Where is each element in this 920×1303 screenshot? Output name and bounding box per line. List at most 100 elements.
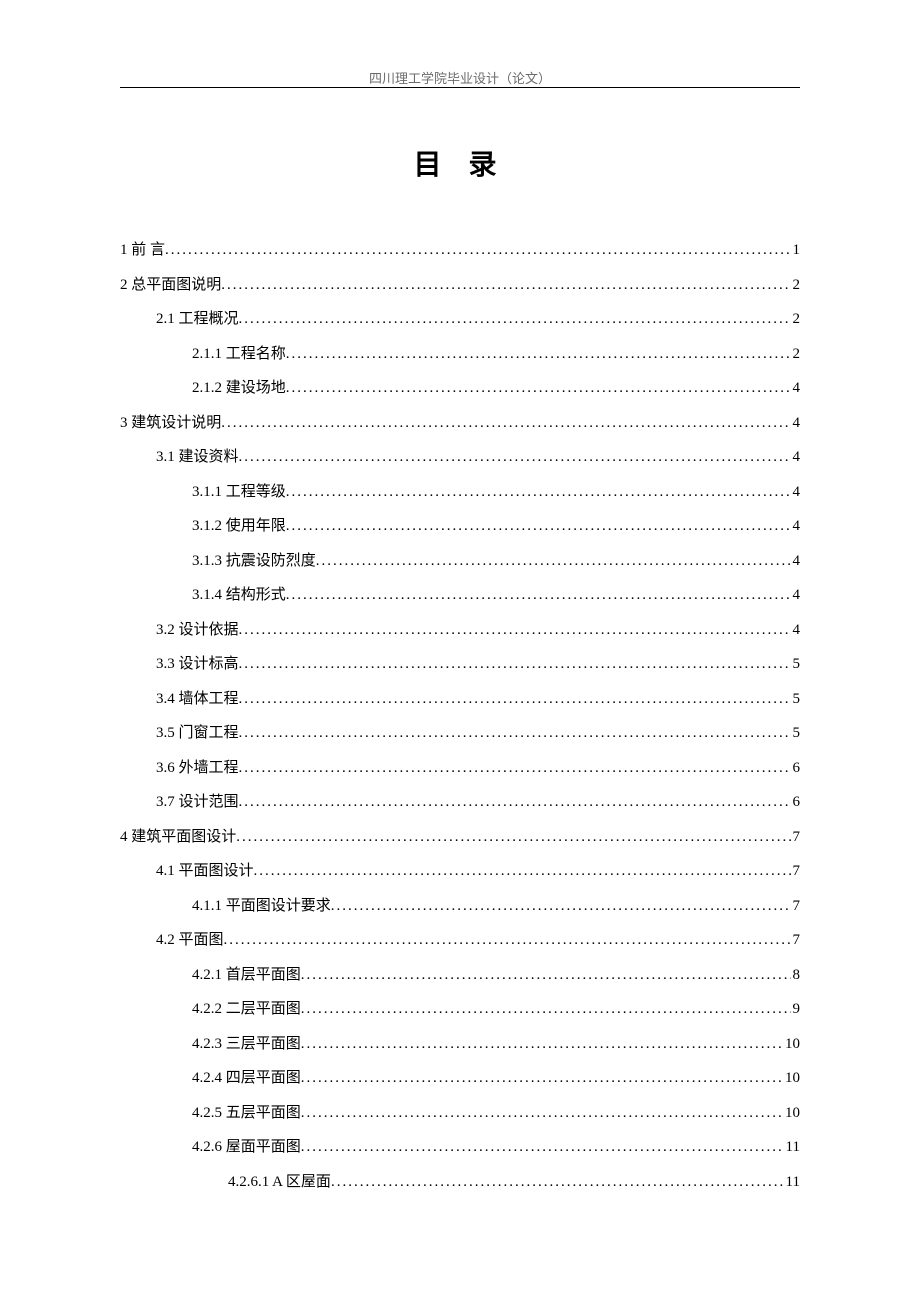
toc-leader-dots [239, 302, 791, 337]
toc-entry: 2.1.2 建设场地 4 [120, 371, 800, 406]
toc-entry-page: 11 [784, 1130, 800, 1165]
toc-entry-label: 4.2.4 四层平面图 [192, 1061, 301, 1096]
toc-entry: 3.1.3 抗震设防烈度 4 [120, 544, 800, 579]
toc-entry: 4.2.6.1 A 区屋面 11 [120, 1165, 800, 1200]
toc-entry: 3 建筑设计说明4 [120, 406, 800, 441]
toc-entry-label: 3.6 外墙工程 [156, 751, 239, 786]
toc-entry: 4.1.1 平面图设计要求7 [120, 889, 800, 924]
toc-leader-dots [331, 1165, 784, 1200]
toc-leader-dots [286, 371, 791, 406]
toc-entry-page: 7 [791, 923, 801, 958]
toc-entry-label: 4.2.1 首层平面图 [192, 958, 301, 993]
toc-entry-label: 3.1.1 工程等级 [192, 475, 286, 510]
toc-entry: 3.1.4 结构形式 4 [120, 578, 800, 613]
toc-entry: 4.2.4 四层平面图10 [120, 1061, 800, 1096]
toc-leader-dots [239, 785, 791, 820]
toc-leader-dots [236, 820, 790, 855]
toc-entry-page: 4 [791, 371, 801, 406]
toc-entry: 3.2 设计依据4 [120, 613, 800, 648]
toc-entry-page: 4 [791, 509, 801, 544]
toc-entry-page: 6 [791, 751, 801, 786]
toc-leader-dots [286, 578, 791, 613]
toc-entry: 1 前 言1 [120, 233, 800, 268]
toc-leader-dots [301, 958, 791, 993]
toc-entry-label: 4.2.6 屋面平面图 [192, 1130, 301, 1165]
toc-entry: 4.2.3 三层平面图10 [120, 1027, 800, 1062]
toc-leader-dots [224, 923, 791, 958]
toc-entry-label: 4.2.2 二层平面图 [192, 992, 301, 1027]
toc-entry-page: 10 [783, 1096, 800, 1131]
toc-leader-dots [221, 406, 790, 441]
toc-leader-dots [286, 475, 791, 510]
document-page: 四川理工学院毕业设计（论文） 目 录 1 前 言12 总平面图说明22.1 工程… [0, 0, 920, 1279]
toc-entry-page: 2 [791, 302, 801, 337]
toc-leader-dots [254, 854, 791, 889]
toc-entry-page: 4 [791, 613, 801, 648]
toc-entry-label: 4.1.1 平面图设计要求 [192, 889, 331, 924]
toc-entry: 2.1.1 工程名称2 [120, 337, 800, 372]
toc-entry: 3.1.1 工程等级 4 [120, 475, 800, 510]
toc-entry-label: 4.2.6.1 A 区屋面 [228, 1165, 331, 1200]
toc-entry-page: 9 [791, 992, 801, 1027]
toc-leader-dots [301, 1027, 783, 1062]
toc-entry-page: 4 [791, 440, 801, 475]
toc-entry-label: 2.1 工程概况 [156, 302, 239, 337]
toc-entry: 4.1 平面图设计7 [120, 854, 800, 889]
toc-leader-dots [301, 1130, 784, 1165]
toc-entry-page: 7 [791, 854, 801, 889]
toc-leader-dots [221, 268, 790, 303]
toc-entry: 3.3 设计标高5 [120, 647, 800, 682]
toc-entry: 4.2.2 二层平面图 9 [120, 992, 800, 1027]
toc-entry-page: 4 [791, 544, 801, 579]
toc-entry-label: 3.1.4 结构形式 [192, 578, 286, 613]
toc-entry-label: 3 建筑设计说明 [120, 406, 221, 441]
toc-entry: 2.1 工程概况 2 [120, 302, 800, 337]
toc-entry-label: 3.1.2 使用年限 [192, 509, 286, 544]
toc-entry-label: 3.7 设计范围 [156, 785, 239, 820]
toc-leader-dots [239, 682, 791, 717]
toc-leader-dots [301, 992, 791, 1027]
toc-entry: 3.5 门窗工程 5 [120, 716, 800, 751]
toc-leader-dots [286, 337, 791, 372]
toc-entry-label: 3.4 墙体工程 [156, 682, 239, 717]
toc-leader-dots [286, 509, 791, 544]
toc-entry-page: 5 [791, 682, 801, 717]
toc-leader-dots [239, 440, 791, 475]
toc-entry-label: 3.1.3 抗震设防烈度 [192, 544, 316, 579]
toc-entry: 4.2.6 屋面平面图 11 [120, 1130, 800, 1165]
toc-leader-dots [239, 613, 791, 648]
header-text: 四川理工学院毕业设计（论文） [369, 68, 551, 87]
toc-entry: 3.1 建设资料 4 [120, 440, 800, 475]
toc-entry: 4.2.5 五层平面图10 [120, 1096, 800, 1131]
toc-entry-label: 4 建筑平面图设计 [120, 820, 236, 855]
toc-entry-page: 1 [791, 233, 801, 268]
toc-entry-label: 4.2 平面图 [156, 923, 224, 958]
toc-entry-label: 3.5 门窗工程 [156, 716, 239, 751]
toc-entry-page: 4 [791, 475, 801, 510]
toc-entry-page: 6 [791, 785, 801, 820]
toc-entry-label: 3.1 建设资料 [156, 440, 239, 475]
toc-entry: 3.1.2 使用年限 4 [120, 509, 800, 544]
toc-entry-page: 8 [791, 958, 801, 993]
toc-entry: 2 总平面图说明2 [120, 268, 800, 303]
toc-leader-dots [239, 716, 791, 751]
toc-entry-page: 5 [791, 716, 801, 751]
toc-entry: 3.7 设计范围 6 [120, 785, 800, 820]
toc-entry-label: 2.1.2 建设场地 [192, 371, 286, 406]
toc-entry-page: 2 [791, 337, 801, 372]
toc-title: 目 录 [120, 143, 800, 183]
toc-entry-page: 2 [791, 268, 801, 303]
toc-entry-page: 10 [783, 1027, 800, 1062]
table-of-contents: 1 前 言12 总平面图说明22.1 工程概况22.1.1 工程名称22.1.2… [120, 233, 800, 1199]
toc-entry: 4.2 平面图 7 [120, 923, 800, 958]
toc-entry: 4 建筑平面图设计7 [120, 820, 800, 855]
toc-entry-page: 11 [784, 1165, 800, 1200]
toc-entry: 3.4 墙体工程 5 [120, 682, 800, 717]
header-rule: 四川理工学院毕业设计（论文） [120, 70, 800, 88]
toc-entry: 4.2.1 首层平面图 8 [120, 958, 800, 993]
toc-leader-dots [316, 544, 791, 579]
toc-leader-dots [239, 647, 791, 682]
toc-entry-page: 4 [791, 578, 801, 613]
toc-entry-label: 3.3 设计标高 [156, 647, 239, 682]
toc-leader-dots [301, 1061, 783, 1096]
